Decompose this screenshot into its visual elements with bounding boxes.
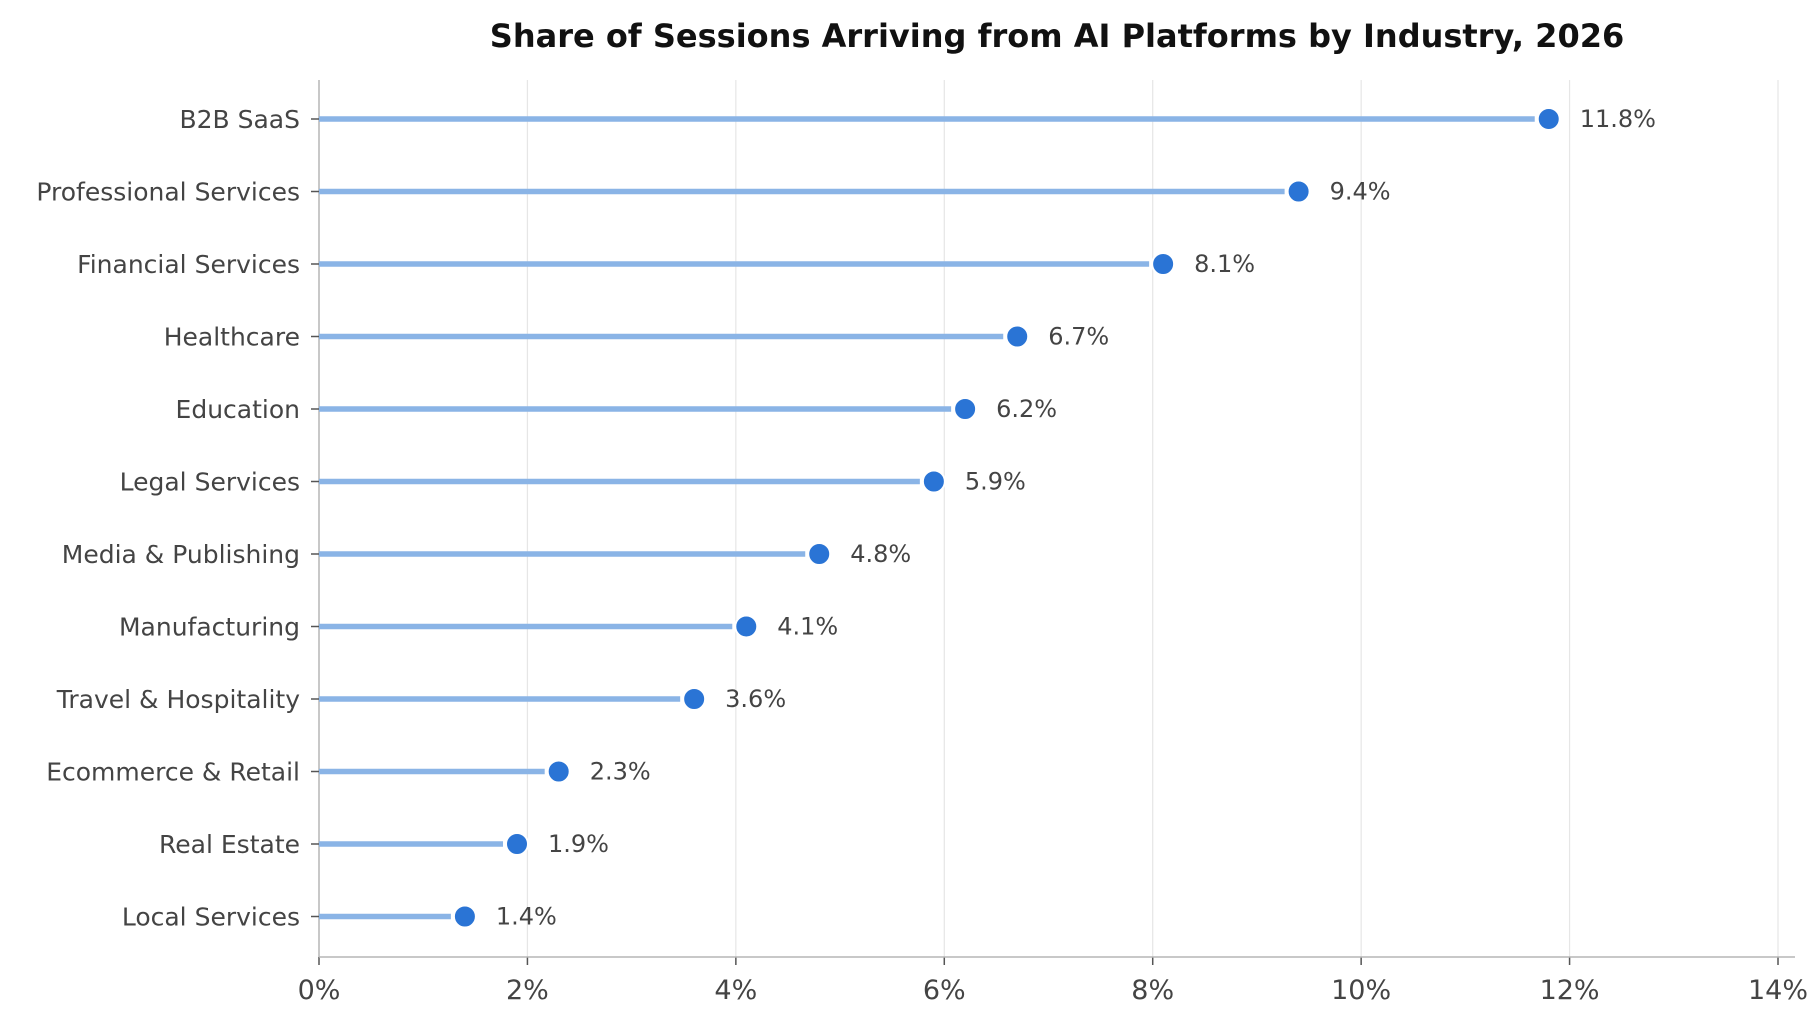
lollipop-dot xyxy=(1151,252,1176,276)
value-label: 1.9% xyxy=(548,830,609,858)
category-label: Travel & Hospitality xyxy=(56,685,300,714)
category-label: Media & Publishing xyxy=(62,540,300,569)
category-label: Education xyxy=(176,395,300,424)
lollipop-dot xyxy=(546,759,571,784)
value-label: 8.1% xyxy=(1194,250,1255,278)
x-tick-label: 8% xyxy=(1131,975,1174,1006)
lollipop-dot xyxy=(807,542,832,566)
category-label: Local Services xyxy=(122,903,300,932)
chart-title: Share of Sessions Arriving from AI Platf… xyxy=(490,17,1624,55)
x-tick-label: 4% xyxy=(714,975,757,1006)
x-tick-label: 2% xyxy=(506,975,549,1006)
category-label: Legal Services xyxy=(120,468,300,497)
labels: B2B SaaS 11.8% Professional Services 9.4% Fi… xyxy=(36,105,1656,932)
category-label: Real Estate xyxy=(159,830,300,859)
value-label: 9.4% xyxy=(1330,178,1391,206)
value-label: 6.2% xyxy=(996,395,1057,423)
lollipop-dot xyxy=(734,614,759,639)
value-label: 1.4% xyxy=(496,903,557,931)
value-label: 2.3% xyxy=(590,758,651,786)
lollipop-dot xyxy=(1536,107,1561,131)
value-label: 4.1% xyxy=(777,613,838,641)
value-label: 3.6% xyxy=(725,685,786,713)
gridlines xyxy=(526,80,1779,957)
lollipop-dot xyxy=(1005,324,1030,349)
lollipop-dot xyxy=(452,904,477,929)
category-label: Professional Services xyxy=(36,178,300,207)
x-tick-label: 14% xyxy=(1748,975,1808,1006)
value-label: 4.8% xyxy=(850,540,911,568)
value-label: 6.7% xyxy=(1048,323,1109,351)
x-tick-label: 10% xyxy=(1331,975,1391,1006)
lollipop-dot xyxy=(1286,179,1311,204)
value-label: 5.9% xyxy=(965,468,1026,496)
category-label: Ecommerce & Retail xyxy=(46,758,300,787)
lollipop-dot xyxy=(682,687,707,711)
x-tick-label: 12% xyxy=(1540,975,1600,1006)
x-tick-label: 0% xyxy=(298,975,341,1006)
dots xyxy=(452,107,1561,929)
category-label: B2B SaaS xyxy=(179,105,300,134)
axes: 0% 2% 4% 6% 8% 10% 12% 14% xyxy=(298,80,1808,1006)
stems xyxy=(319,116,1535,920)
category-label: Financial Services xyxy=(77,250,300,279)
category-label: Manufacturing xyxy=(119,613,300,642)
x-tick-label: 6% xyxy=(923,975,966,1006)
category-label: Healthcare xyxy=(164,323,300,352)
value-label: 11.8% xyxy=(1580,105,1656,133)
lollipop-dot xyxy=(505,832,530,856)
lollipop-dot xyxy=(953,397,978,421)
lollipop-dot xyxy=(921,469,946,494)
